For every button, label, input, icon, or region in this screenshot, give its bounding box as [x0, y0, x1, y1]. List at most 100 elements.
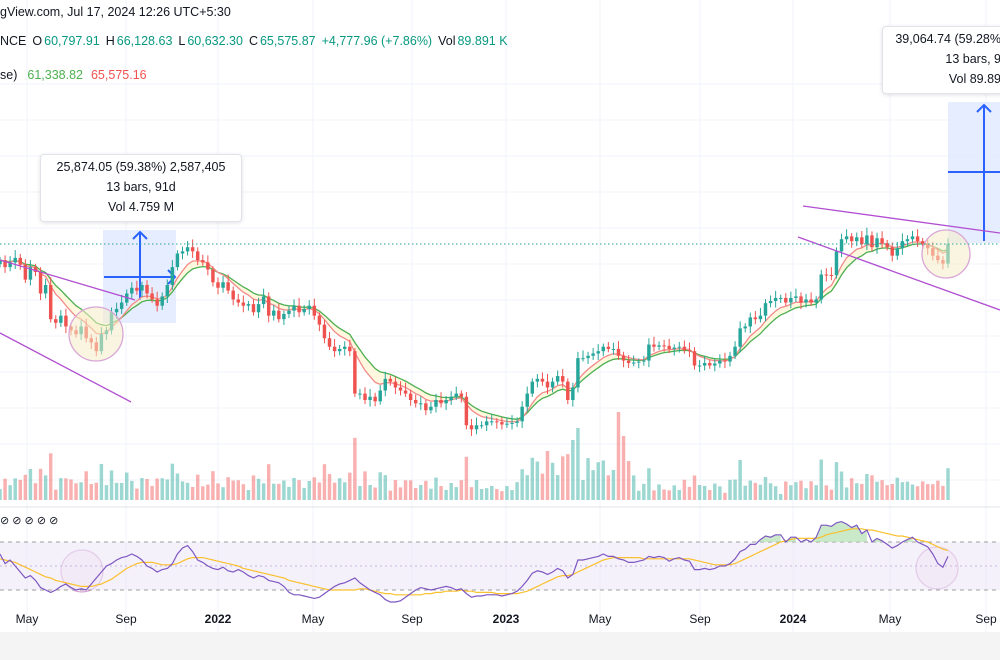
- volume-bar: [337, 478, 342, 500]
- candle-body: [413, 400, 418, 404]
- rsi-visibility-icons[interactable]: ⊘ ⊘ ⊘ ⊘ ⊘: [0, 515, 59, 527]
- candle-body: [647, 344, 651, 361]
- candle-body: [266, 296, 271, 316]
- candle-body: [454, 393, 458, 397]
- candle-body: [870, 235, 874, 248]
- candle-body: [484, 421, 489, 426]
- volume-bar: [697, 485, 702, 500]
- candle-body: [175, 253, 180, 268]
- volume-bar: [495, 489, 499, 500]
- candle-body: [211, 269, 215, 283]
- volume-bar: [860, 483, 864, 500]
- candle-body: [672, 347, 676, 349]
- candle-body: [692, 351, 697, 366]
- candle-body: [150, 293, 154, 300]
- candle-body: [317, 315, 322, 325]
- volume-bar: [444, 489, 448, 500]
- volume-bar: [388, 490, 393, 500]
- candle-body: [702, 363, 707, 366]
- volume-bar: [272, 483, 276, 500]
- footer-bar: [0, 632, 1000, 660]
- volume-bar: [64, 478, 68, 500]
- candle-body: [748, 317, 753, 327]
- low-label: L: [178, 34, 186, 48]
- candle-body: [332, 346, 337, 352]
- volume-bar: [931, 484, 935, 500]
- volume-value: 89.891 K: [457, 34, 508, 48]
- volume-bar: [206, 484, 210, 500]
- volume-bar: [368, 485, 372, 500]
- candle-body: [576, 358, 580, 388]
- volume-bar: [601, 460, 605, 500]
- volume-bar: [880, 480, 884, 500]
- measure-right-line3: Vol 89.89: [948, 72, 1000, 86]
- candle-body: [358, 393, 362, 395]
- volume-bar: [464, 456, 469, 500]
- candle-body: [287, 310, 291, 314]
- volume-bar: [490, 486, 494, 500]
- candle-body: [327, 338, 332, 347]
- candle-body: [64, 315, 68, 327]
- candle-body: [282, 313, 286, 320]
- volume-bar: [692, 475, 697, 500]
- volume-bar: [941, 485, 945, 500]
- candle-body: [849, 236, 854, 242]
- volume-bar: [479, 489, 484, 500]
- volume-bars: [0, 412, 950, 500]
- candle-body: [520, 406, 524, 422]
- volume-bar: [89, 484, 93, 500]
- volume-bar: [175, 473, 180, 500]
- volume-bar: [591, 470, 595, 500]
- volume-bar: [839, 471, 844, 500]
- volume-bar: [804, 488, 808, 500]
- volume-bar: [125, 472, 129, 500]
- candle-body: [682, 346, 687, 351]
- volume-bar: [251, 475, 256, 500]
- volume-bar: [631, 475, 636, 500]
- volume-bar: [718, 486, 722, 500]
- volume-bar: [165, 479, 170, 500]
- candle-body: [165, 284, 170, 297]
- candle-body: [530, 381, 535, 394]
- candle-body: [637, 361, 641, 363]
- volume-bar: [424, 480, 428, 500]
- high-label: H: [105, 34, 115, 48]
- volume-bar: [114, 482, 119, 500]
- candle-body: [54, 319, 58, 323]
- candle-body: [905, 239, 910, 242]
- volume-bar: [616, 412, 621, 500]
- measure-right-line1: 39,064.74 (59.28%: [895, 32, 1000, 46]
- volume-bar: [809, 481, 813, 500]
- candle-body: [190, 247, 195, 252]
- volume-bar: [383, 475, 388, 500]
- candle-body: [525, 393, 529, 407]
- measure-tool-right: [948, 102, 1000, 243]
- volume-bar: [28, 469, 33, 500]
- measure-left-line2: 13 bars, 91d: [106, 180, 176, 194]
- volume-bar: [474, 480, 479, 500]
- candle-body: [910, 236, 915, 240]
- volume-bar: [855, 483, 859, 500]
- change-value: +4,777.96 (+7.86%): [321, 34, 433, 48]
- volume-label: Vol: [438, 34, 456, 48]
- volume-bar: [54, 489, 58, 500]
- volume-bar: [895, 477, 900, 500]
- candle-body: [388, 378, 393, 382]
- volume-bar: [449, 483, 453, 500]
- volume-bar: [393, 480, 398, 500]
- volume-bar: [13, 478, 17, 500]
- candle-body: [155, 299, 159, 306]
- candle-body: [773, 297, 778, 301]
- candles: [0, 227, 950, 436]
- x-axis-label: May: [588, 612, 612, 626]
- volume-bar: [469, 487, 474, 500]
- volume-bar: [778, 494, 783, 500]
- candle-body: [626, 360, 631, 364]
- volume-bar: [398, 487, 403, 500]
- volume-bar: [363, 471, 367, 500]
- candle-body: [383, 378, 388, 391]
- candle-body: [885, 243, 889, 248]
- candle-body: [880, 238, 884, 244]
- volume-bar: [824, 485, 829, 500]
